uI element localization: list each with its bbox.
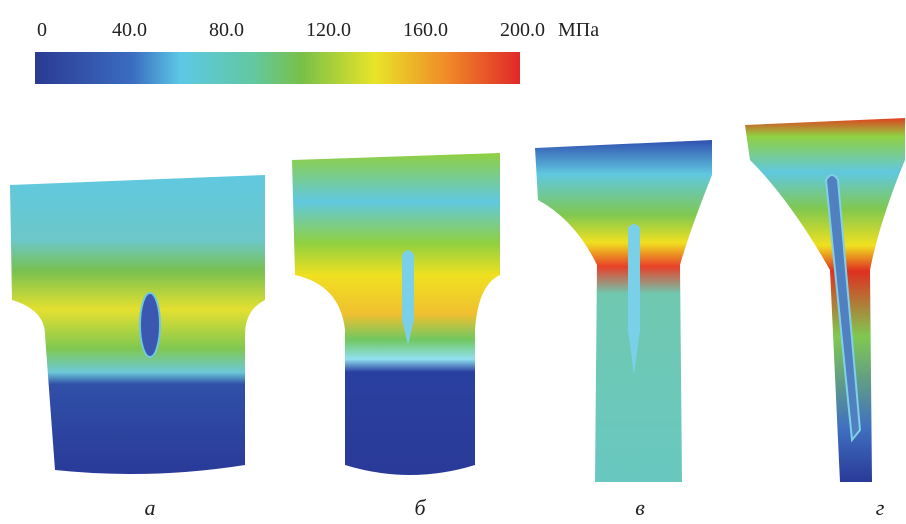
slot: [824, 174, 862, 443]
panel-labels: а б в г: [145, 495, 885, 520]
hole: [139, 292, 161, 358]
tick-label: 200.0: [500, 19, 545, 41]
specimen-d: [745, 118, 905, 482]
panel-label: г: [876, 495, 885, 520]
tick-label: 40.0: [112, 19, 147, 41]
slot: [402, 250, 414, 345]
tick-label: 120.0: [306, 19, 351, 41]
specimen-a: [10, 175, 265, 474]
tick-label: 80.0: [209, 19, 244, 41]
slot: [628, 224, 640, 375]
specimen-c: [535, 140, 712, 482]
specimen-b: [292, 153, 500, 475]
tick-label: 160.0: [403, 19, 448, 41]
panel-label: в: [635, 495, 645, 520]
tick-label: 0: [37, 19, 47, 41]
panel-label: б: [414, 495, 426, 520]
panel-label: а: [145, 495, 156, 520]
unit-label: МПа: [558, 19, 599, 41]
colorbar: 0 40.0 80.0 120.0 160.0 200.0 МПа: [35, 19, 599, 84]
colorbar-gradient: [35, 52, 520, 84]
